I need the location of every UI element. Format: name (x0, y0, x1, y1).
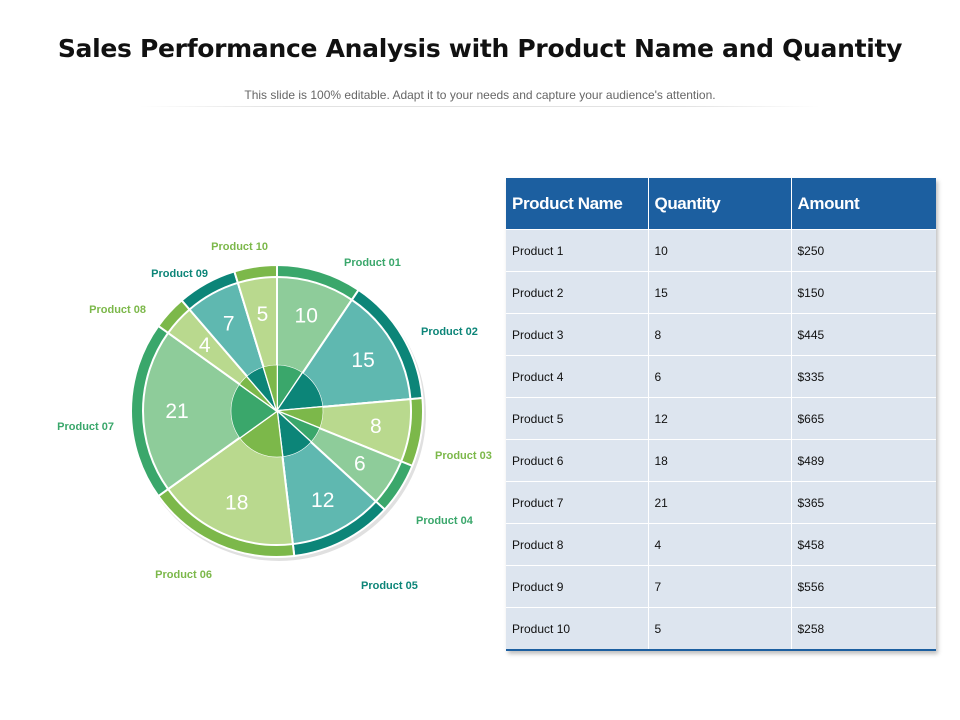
slice-category-label: Product 09 (151, 268, 208, 280)
cell-product-name: Product 5 (506, 397, 649, 440)
title-divider (140, 106, 820, 107)
header-amount: Amount (791, 178, 936, 230)
table-row: Product 3 8 $445 (506, 313, 936, 356)
table-row: Product 10 5 $258 (506, 607, 936, 651)
table-header-row: Product Name Quantity Amount (506, 178, 936, 230)
slice-category-label: Product 10 (211, 241, 268, 253)
page-subtitle: This slide is 100% editable. Adapt it to… (244, 88, 716, 102)
header-product-name: Product Name (506, 178, 649, 230)
pie-slice-hub (263, 364, 278, 412)
slice-value-label: 8 (370, 415, 382, 438)
slice-value-label: 18 (225, 492, 248, 515)
table-row: Product 2 15 $150 (506, 271, 936, 314)
slice-value-label: 21 (165, 400, 188, 423)
slice-value-label: 15 (351, 349, 374, 372)
cell-amount: $250 (791, 229, 936, 272)
table-row: Product 8 4 $458 (506, 523, 936, 566)
cell-amount: $489 (791, 439, 936, 482)
header-quantity: Quantity (648, 178, 792, 230)
pie-slice-1 (276, 263, 360, 415)
cell-quantity: 15 (648, 271, 792, 314)
slice-value-label: 12 (311, 489, 334, 512)
slice-category-label: Product 05 (361, 580, 418, 592)
cell-amount: $150 (791, 271, 936, 314)
slice-category-label: Product 03 (435, 450, 492, 462)
pie-slice-2 (274, 288, 424, 413)
table-row: Product 4 6 $335 (506, 355, 936, 398)
cell-quantity: 8 (648, 313, 792, 356)
cell-quantity: 5 (648, 607, 792, 651)
table-row: Product 7 21 $365 (506, 481, 936, 524)
product-table: Product Name Quantity Amount Product 1 10… (506, 178, 936, 651)
pie-slice-5 (275, 408, 387, 558)
cell-product-name: Product 4 (506, 355, 649, 398)
cell-quantity: 6 (648, 355, 792, 398)
cell-amount: $258 (791, 607, 936, 651)
table-row: Product 6 18 $489 (506, 439, 936, 482)
slice-value-label: 6 (354, 452, 366, 475)
slice-category-label: Product 06 (155, 569, 212, 581)
pie-slice-10 (233, 263, 278, 412)
pie-slice-7 (130, 324, 279, 498)
cell-product-name: Product 9 (506, 565, 649, 608)
slice-value-label: 10 (295, 304, 318, 327)
cell-quantity: 12 (648, 397, 792, 440)
cell-amount: $335 (791, 355, 936, 398)
table-row: Product 1 10 $250 (506, 229, 936, 272)
cell-product-name: Product 10 (506, 607, 649, 651)
cell-quantity: 18 (648, 439, 792, 482)
slice-category-label: Product 02 (421, 326, 478, 338)
slice-category-label: Product 01 (344, 257, 401, 269)
cell-amount: $556 (791, 565, 936, 608)
cell-quantity: 4 (648, 523, 792, 566)
cell-amount: $365 (791, 481, 936, 524)
cell-product-name: Product 8 (506, 523, 649, 566)
cell-product-name: Product 7 (506, 481, 649, 524)
slice-category-label: Product 07 (57, 421, 114, 433)
pie-slice-4 (276, 410, 414, 511)
cell-product-name: Product 6 (506, 439, 649, 482)
cell-quantity: 21 (648, 481, 792, 524)
pie-slice-9 (180, 270, 278, 412)
cell-amount: $458 (791, 523, 936, 566)
pie-chart: 10 Product 01 15 Product 02 8 Product 03 6 Prod… (57, 241, 492, 592)
pie-slice-6 (156, 409, 296, 558)
slice-value-label: 7 (223, 312, 235, 335)
pie-slice-fill (142, 331, 279, 491)
slice-category-label: Product 04 (416, 515, 474, 527)
table-row: Product 9 7 $556 (506, 565, 936, 608)
cell-quantity: 10 (648, 229, 792, 272)
cell-product-name: Product 1 (506, 229, 649, 272)
slice-value-label: 4 (199, 334, 211, 357)
pie-slice-hub (230, 383, 278, 439)
table-row: Product 5 12 $665 (506, 397, 936, 440)
slice-category-label: Product 08 (89, 304, 146, 316)
cell-amount: $445 (791, 313, 936, 356)
slice-value-label: 5 (257, 303, 269, 326)
cell-quantity: 7 (648, 565, 792, 608)
cell-product-name: Product 2 (506, 271, 649, 314)
cell-amount: $665 (791, 397, 936, 440)
page-title: Sales Performance Analysis with Product … (57, 34, 903, 63)
cell-product-name: Product 3 (506, 313, 649, 356)
